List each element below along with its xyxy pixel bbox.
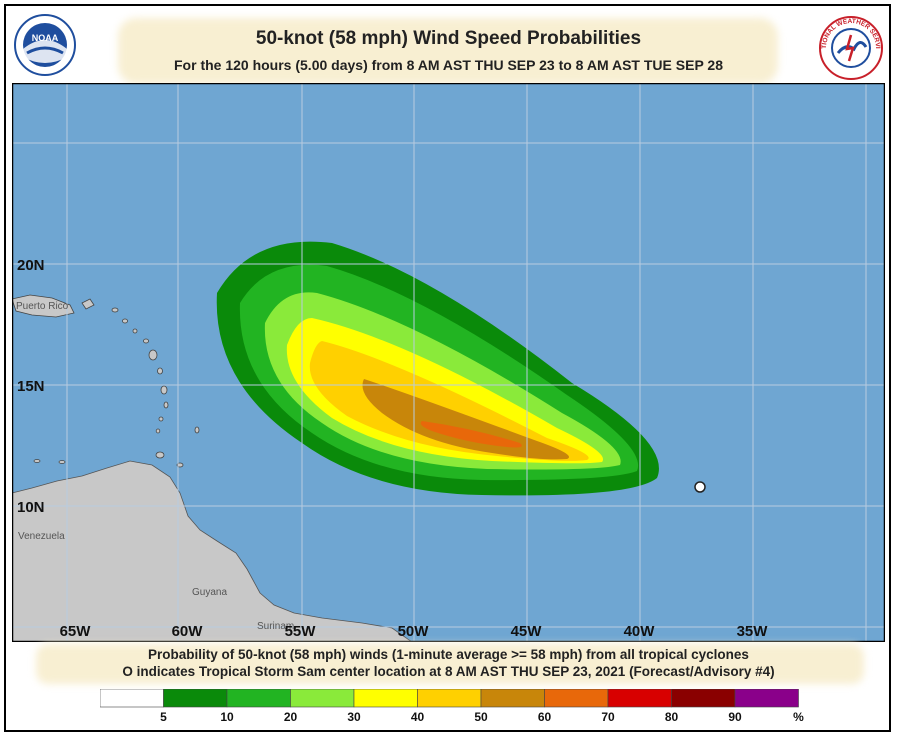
legend-label: 10 [220,710,234,724]
lat-label-10n: 10N [17,499,45,516]
legend-swatch [163,689,228,708]
legend-swatch [353,689,418,708]
legend-label: 90 [728,710,742,724]
place-label-guyana: Guyana [192,587,227,598]
lat-label-15n: 15N [17,378,45,395]
legend-label: 40 [411,710,425,724]
header-highlight [118,18,778,84]
place-label-venezuela: Venezuela [18,531,65,542]
legend-swatch [734,689,799,708]
lon-label-65w: 65W [60,623,92,640]
lat-label-20n: 20N [17,257,45,274]
legend-swatch [100,689,164,708]
legend-label: 30 [347,710,361,724]
legend-swatch [226,689,291,708]
legend-swatch [544,689,609,708]
legend-label: 60 [538,710,552,724]
probability-contours [216,241,659,496]
legend-swatch [671,689,736,708]
lon-label-45w: 45W [511,623,543,640]
noaa-logo-text: NOAA [32,33,59,43]
legend-swatch [607,689,672,708]
place-label-puerto-rico: Puerto Rico [16,301,69,312]
lon-label-50w: 50W [398,623,430,640]
lon-label-55w: 55W [285,623,317,640]
footer-description: Probability of 50-knot (58 mph) winds (1… [148,647,749,662]
nws-logo: NATIONAL WEATHER SERVICE [818,15,883,80]
storm-marker-symbol: O [122,664,133,679]
page-title: 50-knot (58 mph) Wind Speed Probabilitie… [255,28,642,49]
lon-label-60w: 60W [172,623,204,640]
storm-center-marker [694,481,706,493]
map: Puerto Rico Venezuela Guyana Surinam 20N… [12,83,885,642]
legend-label: 5 [160,710,167,724]
legend-label: 20 [284,710,298,724]
place-label-surinam: Surinam [257,621,294,632]
contour-40 [309,341,589,461]
legend-swatch [480,689,545,708]
graticule [12,83,885,642]
page-subtitle: For the 120 hours (5.00 days) from 8 AM … [174,57,723,73]
noaa-logo: NOAA [14,14,76,76]
legend-label: 50 [474,710,488,724]
legend-label: 70 [601,710,615,724]
legend-label: % [793,710,804,724]
legend-swatch [417,689,482,708]
lon-label-40w: 40W [624,623,656,640]
caribbean-islands [12,294,200,468]
probability-legend: 5 10 20 30 40 50 60 70 80 90% [100,689,804,724]
legend-swatch [290,689,355,708]
footer-highlight [36,644,864,684]
legend-label: 80 [665,710,679,724]
contour-60 [420,421,522,448]
footer-storm-note: O indicates Tropical Storm Sam center lo… [0,664,897,679]
storm-note-text: indicates Tropical Storm Sam center loca… [136,664,775,679]
lon-label-35w: 35W [737,623,769,640]
